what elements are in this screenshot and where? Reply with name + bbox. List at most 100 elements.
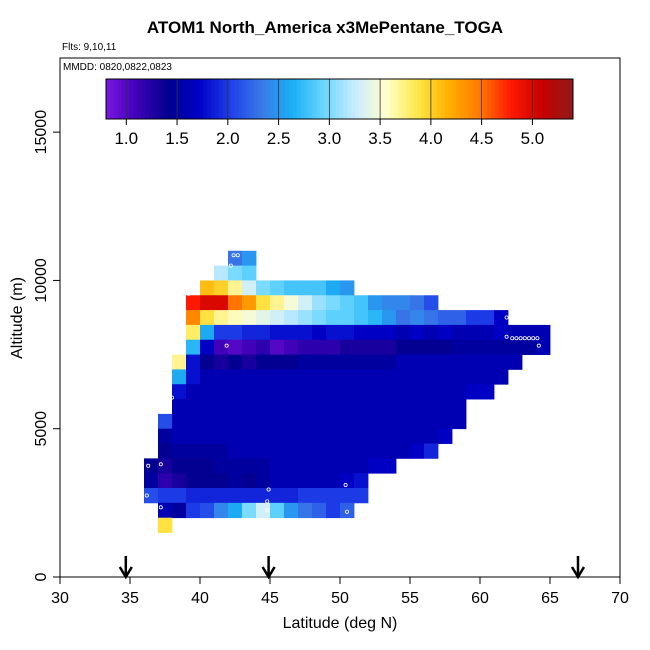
heatmap-cell bbox=[214, 354, 229, 370]
heatmap-cell bbox=[396, 443, 411, 459]
heatmap-cell bbox=[466, 339, 481, 355]
colorbar-segment bbox=[320, 79, 325, 119]
heatmap-cell bbox=[144, 458, 159, 474]
colorbar-segment bbox=[370, 79, 376, 119]
colorbar-tick-label: 4.5 bbox=[470, 129, 494, 148]
heatmap-cell bbox=[298, 399, 313, 415]
heatmap-cell bbox=[228, 310, 243, 326]
heatmap-cell bbox=[256, 488, 271, 504]
heatmap-cell bbox=[186, 384, 201, 400]
colorbar-segment bbox=[409, 79, 414, 119]
colorbar-segment bbox=[152, 79, 158, 119]
colorbar-segment bbox=[238, 79, 243, 119]
heatmap-cell bbox=[410, 413, 425, 430]
heatmap-cell bbox=[396, 295, 411, 311]
colorbar-segment bbox=[144, 79, 150, 119]
heatmap-cell bbox=[158, 443, 173, 459]
colorbar-segment bbox=[405, 79, 411, 119]
heatmap-cell bbox=[522, 324, 537, 341]
heatmap-cell bbox=[508, 324, 523, 341]
heatmap-cell bbox=[256, 458, 271, 474]
heatmap-cell bbox=[270, 369, 285, 385]
colorbar-segment bbox=[257, 79, 263, 119]
heatmap-cell bbox=[368, 324, 383, 341]
colorbar-segment bbox=[156, 79, 161, 119]
heatmap-cell bbox=[256, 443, 271, 459]
heatmap-cell bbox=[340, 488, 355, 504]
colorbar-segment bbox=[386, 79, 391, 119]
heatmap-cell bbox=[312, 339, 327, 355]
heatmap-cell bbox=[270, 458, 285, 474]
heatmap-cell bbox=[186, 473, 201, 489]
heatmap-cell bbox=[242, 428, 257, 444]
colorbar-segment bbox=[467, 79, 473, 119]
heatmap-cell bbox=[270, 295, 285, 311]
heatmap-cell bbox=[312, 399, 327, 415]
heatmap-cell bbox=[242, 324, 257, 341]
heatmap-cell bbox=[494, 310, 509, 326]
heatmap-cell bbox=[368, 413, 383, 430]
heatmap-cell bbox=[480, 339, 495, 355]
heatmap-cell bbox=[172, 502, 187, 519]
heatmap-cell bbox=[228, 413, 243, 430]
colorbar-tick-label: 2.0 bbox=[216, 129, 240, 148]
heatmap-cell bbox=[214, 265, 229, 281]
heatmap-cell bbox=[214, 488, 229, 504]
heatmap-cell bbox=[396, 324, 411, 341]
heatmap-cell bbox=[242, 384, 257, 400]
heatmap-cell bbox=[494, 324, 509, 341]
heatmap-cell bbox=[438, 369, 453, 385]
heatmap-cell bbox=[228, 280, 243, 296]
heatmap-cell bbox=[298, 502, 313, 519]
colorbar-segment bbox=[502, 79, 508, 119]
heatmap-cell bbox=[424, 354, 439, 370]
sample-point bbox=[158, 505, 163, 510]
heatmap-cell bbox=[438, 339, 453, 355]
colorbar-segment bbox=[230, 79, 235, 119]
colorbar-segment bbox=[495, 79, 500, 119]
heatmap-cell bbox=[214, 384, 229, 400]
heatmap-cell bbox=[270, 473, 285, 489]
sample-point bbox=[522, 336, 527, 341]
sample-point bbox=[531, 336, 536, 341]
heatmap-cell bbox=[452, 369, 467, 385]
heatmap-cell bbox=[466, 310, 481, 326]
heatmap-cell bbox=[270, 502, 285, 519]
heatmap-cell bbox=[158, 502, 173, 519]
sample-point bbox=[504, 334, 509, 339]
heatmap-cell bbox=[186, 428, 201, 444]
heatmap-cell bbox=[242, 295, 257, 311]
heatmap-cell bbox=[326, 384, 341, 400]
colorbar-segment bbox=[452, 79, 457, 119]
colorbar-segment bbox=[339, 79, 344, 119]
heatmap-cell bbox=[228, 443, 243, 459]
colorbar-segment bbox=[553, 79, 558, 119]
colorbar-segment bbox=[432, 79, 438, 119]
heatmap-cell bbox=[200, 458, 215, 474]
heatmap-cell bbox=[172, 443, 187, 459]
colorbar-segment bbox=[296, 79, 302, 119]
heatmap-cell bbox=[354, 413, 369, 430]
heatmap-cell bbox=[256, 428, 271, 444]
heatmap-cell bbox=[396, 428, 411, 444]
heatmap-cell bbox=[256, 413, 271, 430]
heatmap-cell bbox=[438, 354, 453, 370]
colorbar-segment bbox=[242, 79, 247, 119]
colorbar-segment bbox=[331, 79, 337, 119]
sample-point bbox=[144, 493, 149, 498]
sample-point bbox=[231, 253, 236, 258]
colorbar-segment bbox=[561, 79, 566, 119]
y-tick-label: 0 bbox=[33, 572, 50, 581]
heatmap-cell bbox=[172, 458, 187, 474]
heatmap-cell bbox=[256, 369, 271, 385]
colorbar-segment bbox=[491, 79, 496, 119]
heatmap-cell bbox=[228, 265, 243, 281]
colorbar-segment bbox=[160, 79, 165, 119]
heatmap-cell bbox=[200, 473, 215, 489]
heatmap-cell bbox=[270, 324, 285, 341]
heatmap-cell bbox=[326, 280, 341, 296]
heatmap-cell bbox=[396, 310, 411, 326]
colorbar-tick-label: 3.0 bbox=[318, 129, 342, 148]
sample-point bbox=[228, 263, 233, 268]
heatmap-cell bbox=[228, 324, 243, 341]
